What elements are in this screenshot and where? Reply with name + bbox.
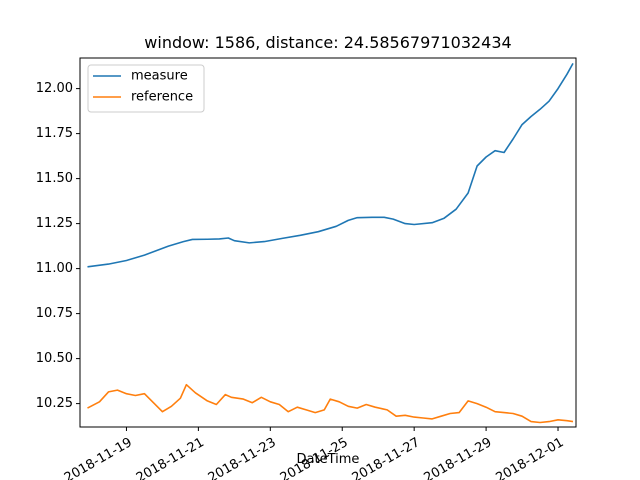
- series-line-reference: [87, 383, 574, 424]
- y-tick-label: 11.75: [36, 126, 73, 141]
- y-tick-label: 11.00: [36, 261, 73, 276]
- y-tick-label: 10.50: [36, 351, 73, 366]
- y-tick-label: 11.50: [36, 171, 73, 186]
- x-axis-label: DateTime: [297, 452, 360, 467]
- chart-title: window: 1586, distance: 24.5856797103243…: [144, 33, 511, 52]
- legend-label-measure: measure: [131, 69, 188, 84]
- legend: measure reference: [87, 64, 205, 113]
- y-tick-label: 10.75: [36, 306, 73, 321]
- y-axis: 10.25 10.50 10.75 11.00 11.25 11.50 11.75 12.00: [36, 81, 80, 411]
- plot-area: [87, 63, 574, 424]
- y-tick-label: 10.25: [36, 396, 73, 411]
- series-line-measure: [87, 63, 574, 268]
- axes-frame: [79, 57, 577, 428]
- legend-label-reference: reference: [131, 90, 193, 105]
- y-tick-label: 12.00: [36, 81, 73, 96]
- y-tick-label: 11.25: [36, 216, 73, 231]
